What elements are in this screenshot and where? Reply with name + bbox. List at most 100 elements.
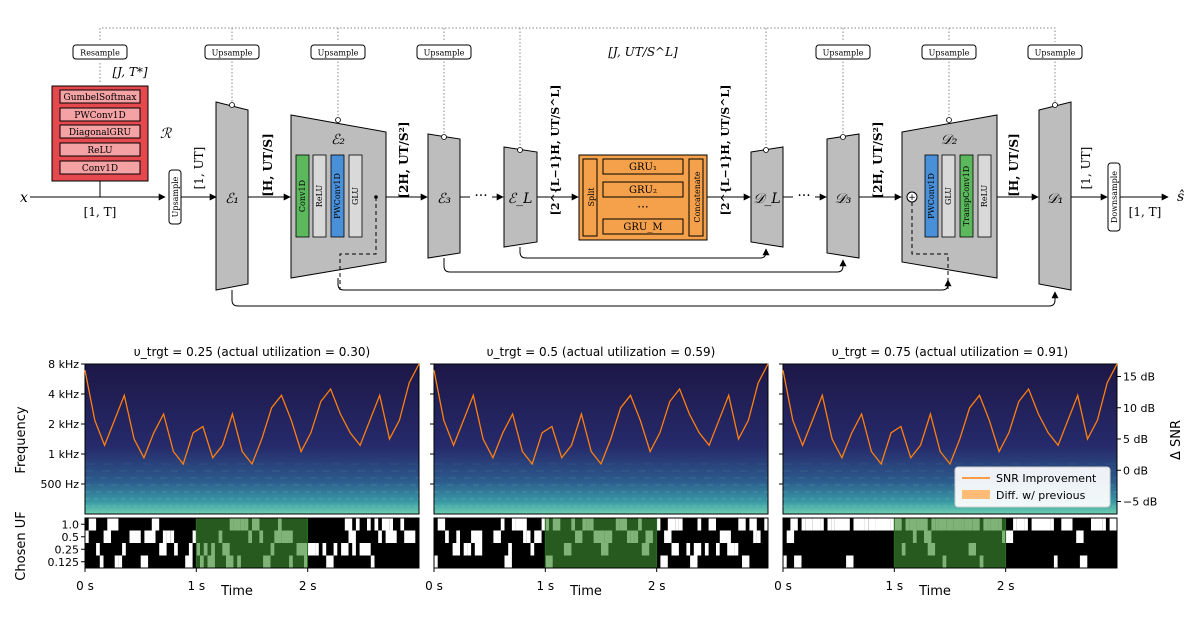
uf-cell: [445, 530, 449, 543]
router-layer-label: Conv1D: [82, 164, 118, 174]
decoder-1: [1038, 101, 1072, 291]
uf-cell: [864, 518, 869, 531]
decoder-2-layer-label: PWConv1D: [927, 173, 936, 219]
snr-axis-label: Δ SNR: [1169, 420, 1184, 460]
uf-cell: [753, 530, 757, 543]
output-downsample: Downsample: [1107, 162, 1121, 232]
panel-3: υ_trgt = 0.75 (actual utilization = 0.91…: [774, 345, 1157, 599]
encoder-2-layer-label: GLU: [351, 187, 360, 205]
uf-cell: [307, 543, 316, 556]
uf-cell: [686, 543, 691, 556]
uf-cell: [478, 530, 483, 543]
uf-cell: [526, 530, 531, 543]
uf-cell: [471, 530, 479, 543]
gru-M-box: [602, 218, 684, 235]
panel-title: υ_trgt = 0.5 (actual utilization = 0.59): [487, 345, 716, 359]
time-axis-label: Time: [569, 584, 602, 599]
router-layer-label: GumbelSoftmax: [64, 93, 137, 103]
decoder-2-layer: [941, 154, 956, 238]
upsample-label: Upsample: [1035, 49, 1076, 58]
uf-cell: [140, 555, 149, 568]
uf-cell: [378, 530, 382, 543]
uf-cell: [790, 518, 798, 531]
panel-2: υ_trgt = 0.5 (actual utilization = 0.59)…: [425, 345, 769, 599]
uf-cell: [515, 518, 523, 531]
uf-cell: [716, 543, 720, 556]
uf-tick-label: 0.5: [62, 531, 80, 544]
panel-title: υ_trgt = 0.25 (actual utilization = 0.30…: [134, 345, 370, 359]
upsample-label: Upsample: [929, 49, 970, 58]
spectrogram: [433, 363, 769, 515]
time-tick-label: 1 s: [536, 579, 554, 593]
output-symbol: ŝ: [1177, 189, 1184, 205]
uf-cell: [315, 543, 319, 556]
router-layer-label: ReLU: [87, 146, 113, 156]
gru-dots: ···: [637, 200, 648, 214]
uf-cell: [192, 530, 197, 543]
uf-cell: [1053, 555, 1058, 568]
uf-cell: [151, 518, 156, 531]
uf-cell: [664, 530, 672, 543]
uf-cell: [348, 530, 356, 543]
uf-cell: [723, 530, 731, 543]
uf-cell: [185, 555, 193, 568]
resample-shape: [J, T*]: [112, 65, 147, 79]
uf-cell: [385, 530, 393, 543]
encoder-1: [215, 101, 249, 291]
decoder-2-layer-label: GLU: [944, 187, 953, 205]
gru-1-box: [602, 158, 684, 175]
upsample-label: Upsample: [212, 49, 253, 58]
upsample-box: [204, 44, 260, 60]
uf-cell: [400, 518, 405, 531]
uf-cell: [667, 518, 676, 531]
uf-cell: [114, 555, 119, 568]
uf-cell: [170, 530, 175, 543]
uf-cell: [783, 555, 787, 568]
decoder-3: [826, 133, 860, 259]
time-tick-label: 0 s: [774, 579, 792, 593]
encL-out-shape: [2^{L−1}H, UT/S^L]: [549, 85, 562, 216]
uf-cell: [148, 530, 156, 543]
upsample-box: [921, 44, 977, 60]
uf-cell: [166, 530, 171, 543]
uf-cell: [872, 518, 876, 531]
legend-diff-swatch: [962, 490, 990, 499]
uf-cell: [363, 543, 371, 556]
uf-cell: [831, 518, 835, 531]
uf-cell: [137, 530, 141, 543]
decL-in-shape: [2^{L−1}H, UT/S^L]: [719, 85, 732, 216]
dotted-routing-lines: [99, 27, 1056, 148]
encoder-2-layer-label: Conv1D: [298, 180, 307, 212]
freq-tick-label: 1 kHz: [48, 448, 79, 461]
uf-cell: [1076, 530, 1084, 543]
dec2-in-shape: [2H, UT/S²]: [871, 121, 885, 198]
dec2-out-shape: [H, UT/S]: [1007, 133, 1021, 197]
uf-cell: [333, 543, 338, 556]
snr-tick-label: 5 dB: [1123, 433, 1148, 446]
snr-improvement-line: [433, 363, 769, 466]
legend: SNR Improvement Diff. w/ previous: [954, 466, 1111, 508]
uf-cell: [118, 555, 123, 568]
uf-cell: [1013, 518, 1017, 531]
legend-snr-label: SNR Improvement: [996, 472, 1097, 485]
uf-cell: [697, 518, 702, 531]
time-tick-label: 0 s: [76, 579, 94, 593]
uf-cell: [660, 555, 668, 568]
uf-cell: [111, 518, 119, 531]
gru-2-box: [602, 181, 684, 198]
uf-cell: [103, 530, 111, 543]
freq-tick-label: 8 kHz: [48, 358, 79, 371]
uf-cell: [656, 518, 661, 531]
uf-cell: [463, 543, 468, 556]
uf-cell: [764, 518, 768, 531]
uf-cell: [827, 518, 832, 531]
uf-cell: [1098, 518, 1103, 531]
uf-cell: [133, 530, 141, 543]
uf-cell: [890, 518, 895, 531]
uf-cell: [1094, 518, 1103, 531]
skip-connections: [231, 247, 1059, 307]
encoder-3: [427, 133, 461, 259]
dec1-out-shape: [1, UT]: [1079, 147, 1093, 190]
uf-cell: [1109, 518, 1117, 531]
uf-cell: [734, 543, 739, 556]
